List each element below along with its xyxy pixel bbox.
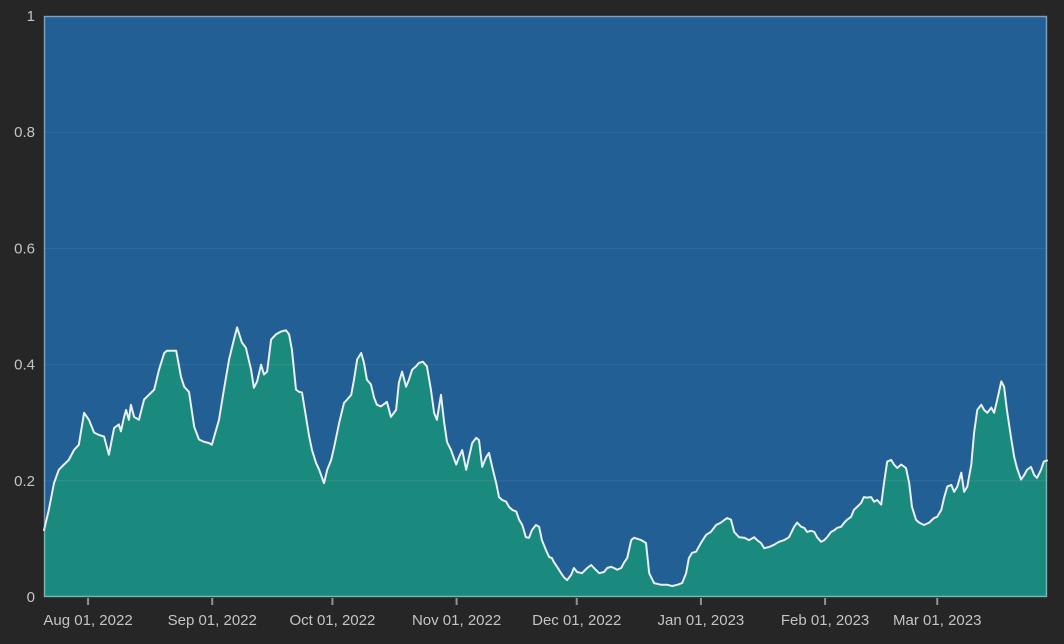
x-tick-label: Nov 01, 2022 xyxy=(412,612,501,629)
x-tick-label: Aug 01, 2022 xyxy=(43,612,132,629)
y-tick-label: 0.8 xyxy=(14,124,35,141)
y-tick-label: 0.4 xyxy=(14,357,35,374)
x-tick-label: Dec 01, 2022 xyxy=(532,612,621,629)
plot-border xyxy=(43,15,1048,598)
x-tick-label: Sep 01, 2022 xyxy=(168,612,257,629)
y-tick-label: 0 xyxy=(27,589,35,606)
x-tick-label: Jan 01, 2023 xyxy=(658,612,745,629)
x-tick-label: Feb 01, 2023 xyxy=(781,612,869,629)
y-tick-label: 0.2 xyxy=(14,473,35,490)
boundary-line xyxy=(43,326,1048,587)
y-tick-label: 0.6 xyxy=(14,240,35,257)
area-below-line xyxy=(44,327,1047,597)
x-tick-label: Mar 01, 2023 xyxy=(893,612,981,629)
y-tick-label: 1 xyxy=(27,8,35,25)
x-tick-label: Oct 01, 2022 xyxy=(289,612,375,629)
